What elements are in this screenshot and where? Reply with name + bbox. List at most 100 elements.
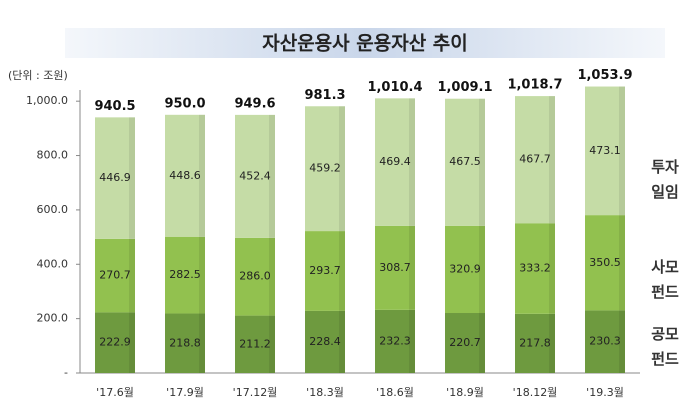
bar-shade <box>409 225 415 310</box>
bar-shade <box>549 96 555 224</box>
bar-shade <box>199 236 205 314</box>
bar-shade <box>199 114 205 237</box>
bar-segment <box>375 309 415 373</box>
segment-label: 220.7 <box>449 336 481 349</box>
x-tick-label: '17.12월 <box>233 386 278 399</box>
y-tick-label: 400.0 <box>37 257 69 270</box>
segment-label: 217.8 <box>519 336 551 349</box>
y-tick-label: 800.0 <box>37 149 69 162</box>
bar-segment <box>445 98 485 226</box>
bar-shade <box>339 231 345 311</box>
bar-segment <box>375 98 415 226</box>
segment-label: 320.9 <box>449 262 481 275</box>
x-tick-label: '18.9월 <box>446 386 484 399</box>
bar-segment <box>585 86 625 216</box>
bar-segment <box>235 237 275 316</box>
total-label: 950.0 <box>164 96 205 111</box>
bar-segment <box>165 313 205 373</box>
bar-shade <box>269 315 275 373</box>
bar-segment <box>165 236 205 314</box>
total-label: 1,018.7 <box>507 78 562 93</box>
bar-segment <box>95 117 135 239</box>
x-tick-label: '18.3월 <box>306 386 344 399</box>
segment-label: 333.2 <box>519 262 551 275</box>
bar-shade <box>129 238 135 313</box>
bar-shade <box>619 310 625 373</box>
bar-segment <box>95 238 135 313</box>
segment-label: 211.2 <box>239 337 271 350</box>
chart-title: 자산운용사 운용자산 추이 <box>262 33 468 55</box>
x-tick-label: '18.6월 <box>376 386 414 399</box>
bar-segment <box>515 223 555 314</box>
bar-segment <box>375 225 415 310</box>
bar-segment <box>95 312 135 373</box>
x-tick-label: '17.9월 <box>166 386 204 399</box>
segment-label: 452.4 <box>239 169 271 182</box>
total-label: 940.5 <box>94 99 135 114</box>
bar-segment <box>305 231 345 311</box>
bar-shade <box>269 114 275 238</box>
bar-shade <box>199 313 205 373</box>
segment-label: 446.9 <box>99 171 131 184</box>
y-tick-label: - <box>64 366 68 379</box>
bar-segment <box>235 114 275 238</box>
title-banner <box>65 28 665 58</box>
bar-segment <box>585 310 625 373</box>
segment-label: 270.7 <box>99 269 131 282</box>
bar-shade <box>479 225 485 314</box>
bar-segment <box>445 225 485 314</box>
segment-label: 228.4 <box>309 335 341 348</box>
bar-shade <box>339 310 345 373</box>
bar-segment <box>235 315 275 373</box>
bar-segment <box>165 114 205 237</box>
bar-shade <box>339 106 345 232</box>
bar-segment <box>515 96 555 224</box>
bar-shade <box>409 309 415 373</box>
segment-label: 308.7 <box>379 261 411 274</box>
segment-label: 293.7 <box>309 264 341 277</box>
total-label: 981.3 <box>304 88 345 103</box>
unit-label: (단위 : 조원) <box>8 69 68 82</box>
bar-segment <box>305 106 345 232</box>
x-tick-label: '17.6월 <box>96 386 134 399</box>
segment-label: 282.5 <box>169 268 201 281</box>
total-label: 1,053.9 <box>577 68 632 83</box>
segment-label: 222.9 <box>99 336 131 349</box>
segment-label: 448.6 <box>169 169 201 182</box>
bar-shade <box>479 98 485 226</box>
segment-label: 230.3 <box>589 335 621 348</box>
legend-item: 공모펀드 <box>651 325 679 368</box>
bar-shade <box>549 313 555 373</box>
bar-shade <box>479 313 485 373</box>
segment-label: 473.1 <box>589 144 621 157</box>
y-tick-label: 600.0 <box>37 203 69 216</box>
x-tick-label: '18.12월 <box>513 386 558 399</box>
bar-segment <box>515 313 555 373</box>
segment-label: 467.7 <box>519 153 551 166</box>
legend-item: 사모펀드 <box>651 258 679 301</box>
total-label: 1,009.1 <box>437 80 492 95</box>
x-tick-label: '19.3월 <box>586 386 624 399</box>
bar-shade <box>409 98 415 226</box>
segment-label: 469.4 <box>379 155 411 168</box>
bar-shade <box>549 223 555 314</box>
segment-label: 232.3 <box>379 334 411 347</box>
total-label: 949.6 <box>234 96 275 111</box>
bar-shade <box>619 86 625 216</box>
segment-label: 350.5 <box>589 256 621 269</box>
segment-label: 218.8 <box>169 336 201 349</box>
segment-label: 459.2 <box>309 162 341 175</box>
bar-shade <box>129 312 135 373</box>
segment-label: 286.0 <box>239 270 271 283</box>
bar-shade <box>129 117 135 239</box>
bar-segment <box>445 313 485 373</box>
legend-item: 투자일임 <box>651 158 679 201</box>
segment-label: 467.5 <box>449 155 481 168</box>
y-tick-label: 1,000.0 <box>26 94 68 107</box>
y-tick-label: 200.0 <box>37 312 69 325</box>
total-label: 1,010.4 <box>367 80 422 95</box>
bar-shade <box>619 215 625 311</box>
bar-segment <box>305 310 345 373</box>
